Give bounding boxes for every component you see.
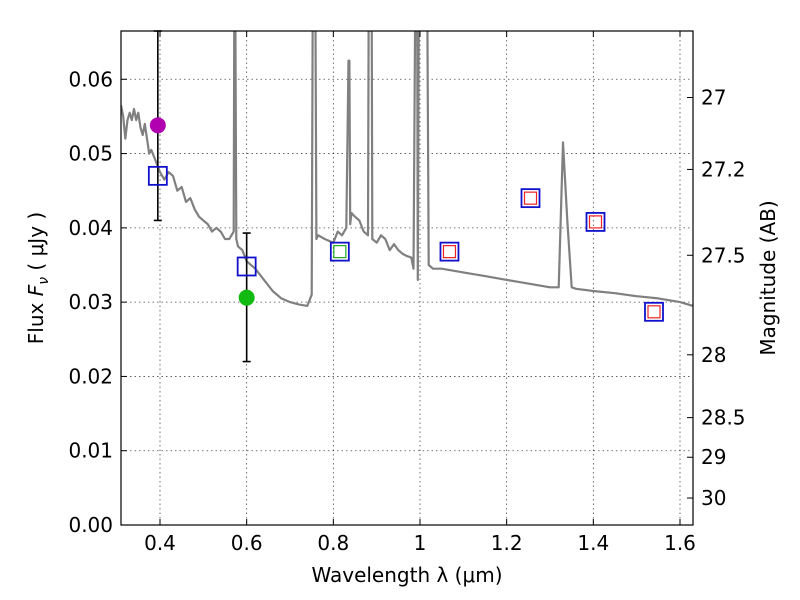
right-tick-label: 30 [701, 486, 726, 510]
right-tick-label: 29 [701, 445, 726, 469]
y-title-suffix: ( μJy ) [24, 212, 48, 277]
y-tick-label: 0.01 [68, 439, 113, 463]
right-tick-label: 27.5 [701, 243, 746, 267]
magenta-point [149, 117, 166, 134]
y-axis-title-right: Magnitude (AB) [756, 200, 780, 355]
spectrum-line [121, 31, 693, 307]
plot-frame [120, 30, 694, 526]
right-tick-label: 28.5 [701, 406, 746, 430]
y-tick-label: 0.06 [68, 67, 113, 91]
model-box [647, 305, 661, 319]
model-box [523, 191, 538, 205]
x-tick-label: 1.4 [577, 531, 609, 555]
model-box [442, 245, 457, 259]
observed-box [644, 301, 664, 322]
tick-marks [121, 31, 693, 526]
model-box [333, 245, 347, 259]
right-tick-label: 27 [701, 86, 726, 110]
tick-labels: 0.4 0.6 0.8 1 1.2 1.4 1.6 0.00 0.01 0.02 0.03 0.04 0… [68, 67, 745, 555]
x-tick-label: 1.2 [491, 531, 523, 555]
y-tick-label: 0.05 [68, 142, 113, 166]
x-axis-title: Wavelength λ (μm) [311, 563, 502, 587]
x-tick-label: 0.8 [317, 531, 349, 555]
grid-lines [121, 31, 693, 526]
observed-box [329, 241, 350, 262]
x-tick-label: 0.4 [144, 531, 176, 555]
y-tick-label: 0.03 [68, 290, 113, 314]
y-title-subscript: ν [36, 277, 52, 285]
y-title-symbol: F [24, 284, 48, 296]
y-tick-label: 0.04 [68, 216, 113, 240]
model-box [588, 215, 603, 229]
right-tick-label: 28 [701, 343, 726, 367]
x-tick-label: 1.6 [664, 531, 696, 555]
observed-box [520, 188, 541, 209]
observed-box [439, 241, 460, 262]
observed-box [147, 165, 168, 186]
right-tick-label: 27.2 [701, 157, 746, 181]
y-tick-label: 0.00 [68, 513, 113, 537]
x-tick-label: 0.6 [231, 531, 263, 555]
observed-box [585, 212, 606, 232]
marks-layer [147, 30, 664, 363]
green-point [238, 289, 255, 306]
x-tick-label: 1 [414, 531, 427, 555]
observed-box [236, 256, 257, 277]
y-tick-label: 0.02 [68, 364, 113, 388]
spectrum-layer [121, 31, 693, 307]
y-axis-title-left: Flux Fν ( μJy ) [24, 212, 52, 344]
y-title-prefix: Flux [24, 296, 48, 344]
